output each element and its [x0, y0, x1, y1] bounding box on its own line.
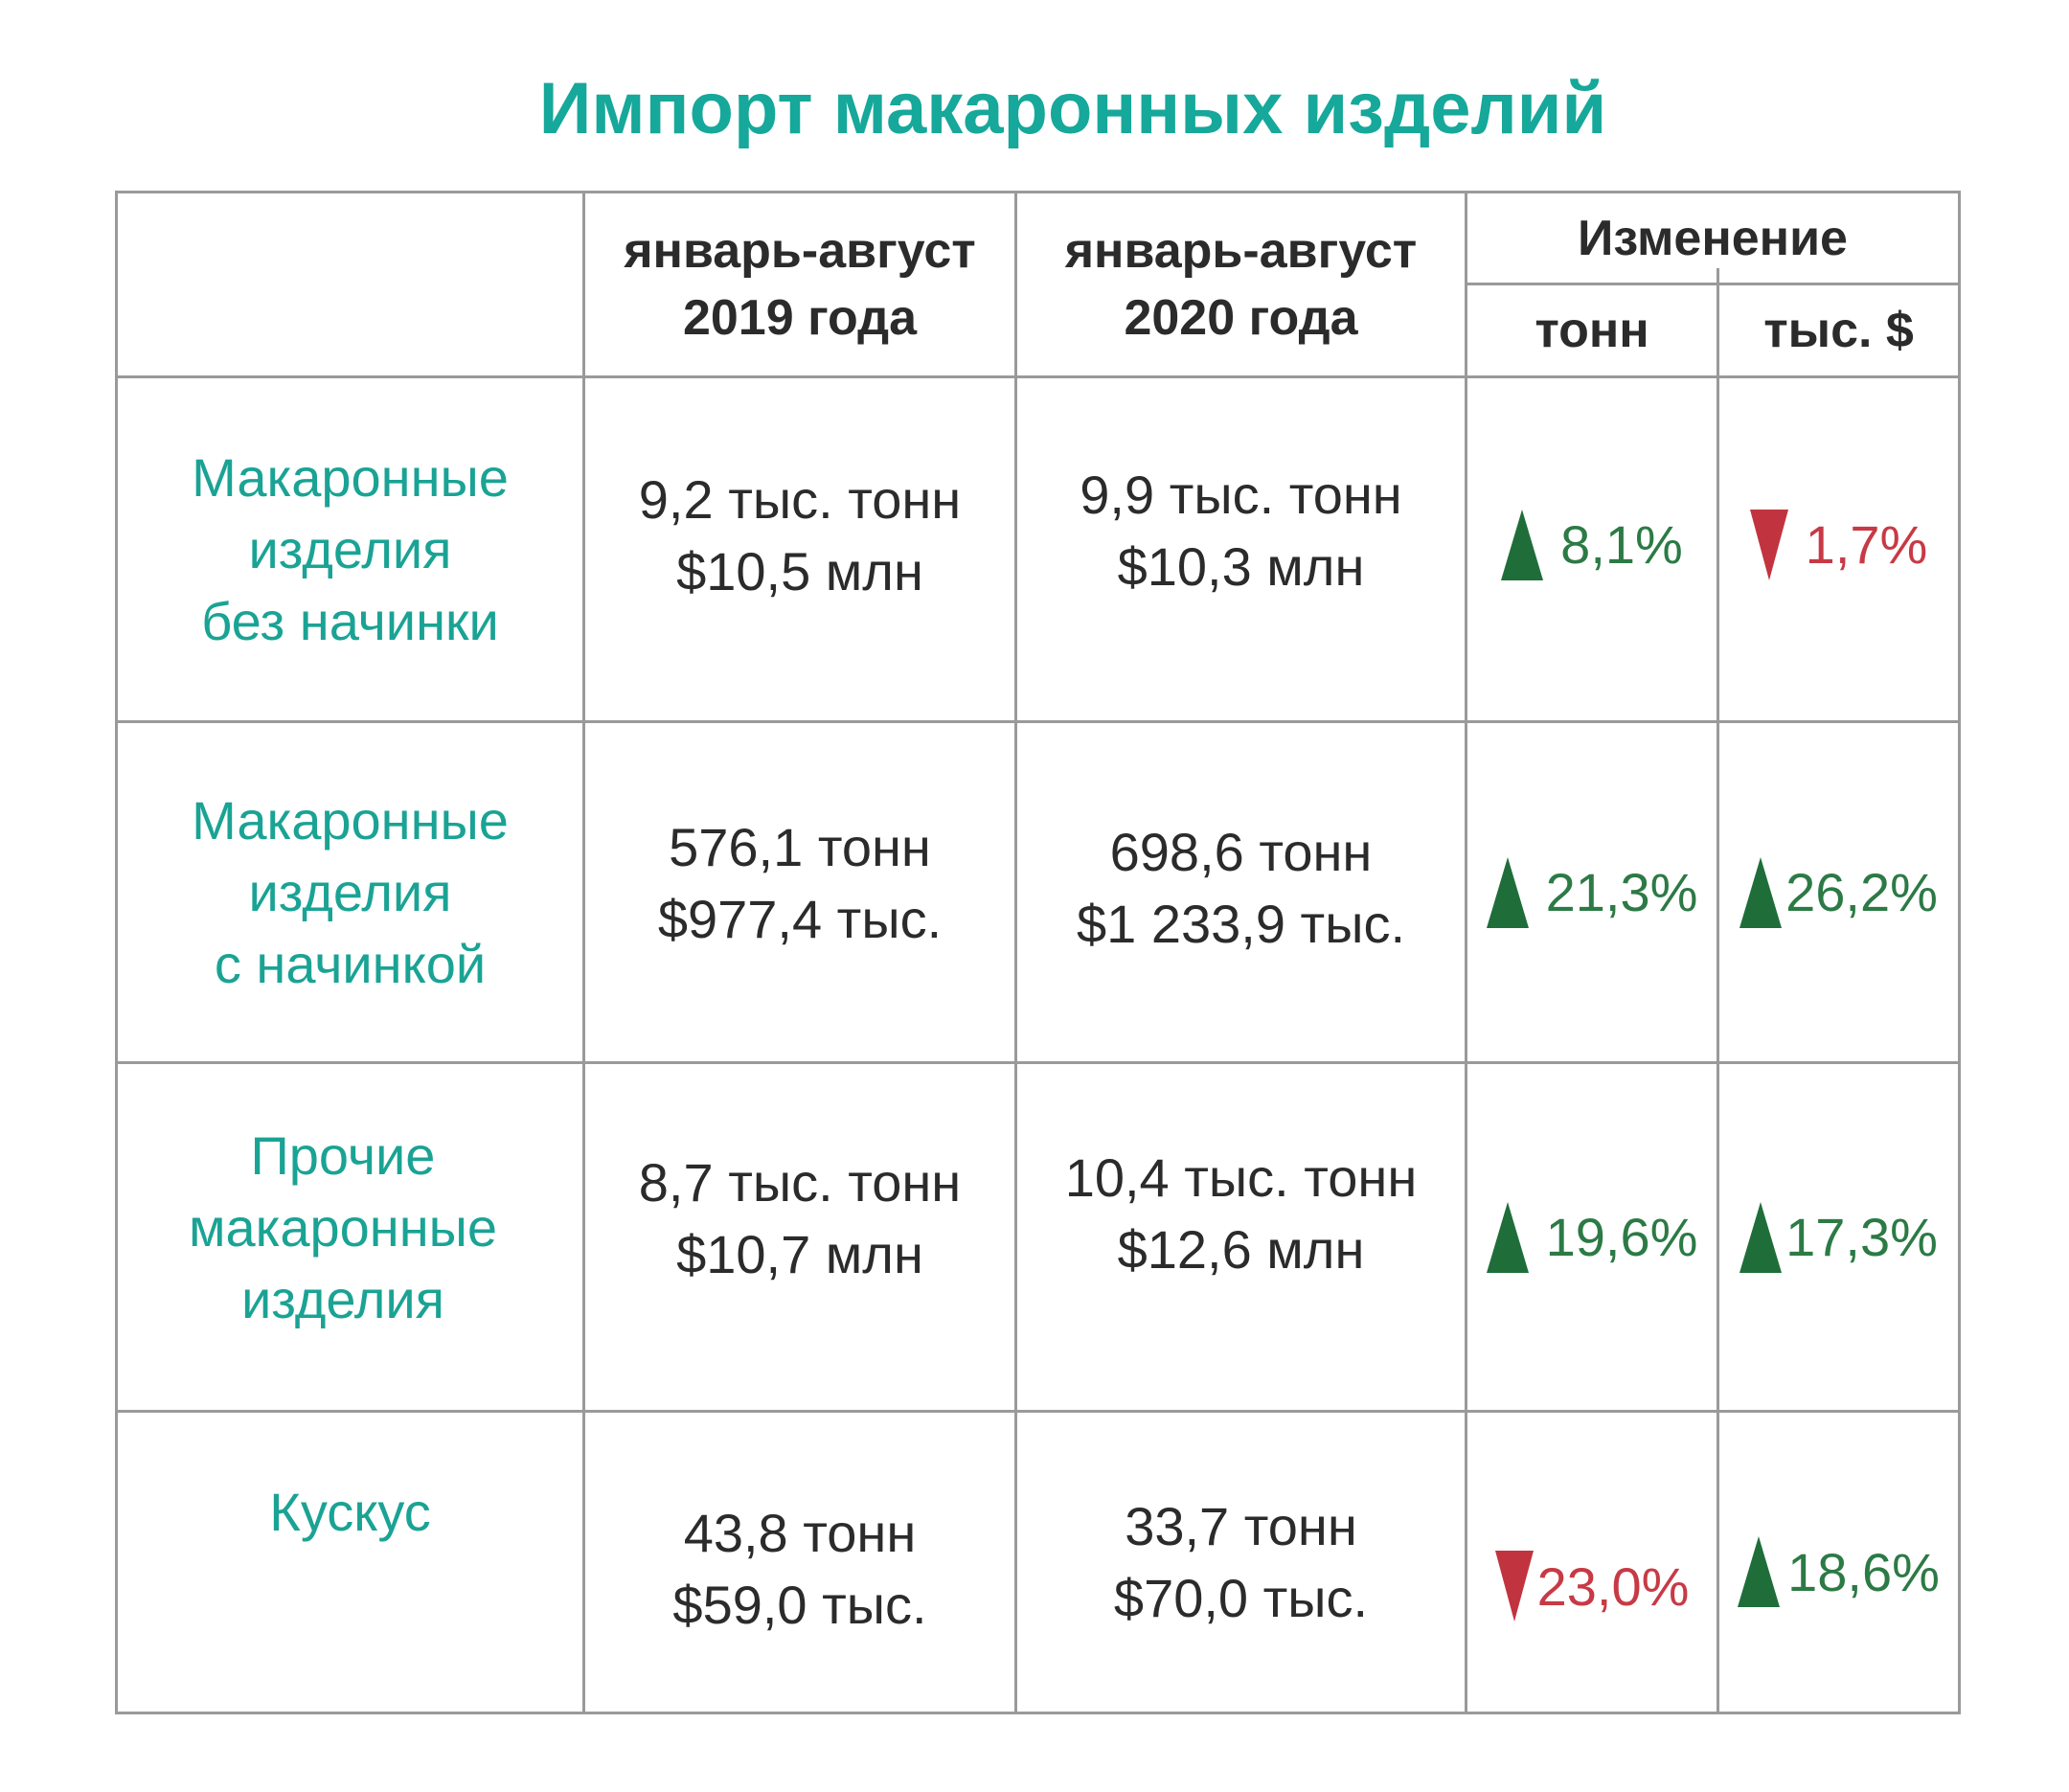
cell-2020: 9,9 тыс. тонн $10,3 млн: [1017, 378, 1465, 720]
row-label: Макаронные изделия без начинки: [118, 378, 582, 720]
cell-2019: 576,1 тонн $977,4 тыс.: [585, 723, 1014, 1061]
row-label: Прочие макаронные изделия: [118, 1064, 568, 1410]
change-value: 21,3%: [1545, 862, 1698, 922]
row-label-line: Макаронные: [192, 447, 509, 508]
row-label-line: макаронные: [188, 1197, 498, 1258]
row-label: Кускус: [118, 1413, 582, 1712]
cell-change-tons: 21,3%: [1467, 723, 1717, 1061]
header-change-usd: тыс. $: [1763, 303, 1914, 358]
chart-title: Импорт макаронных изделий: [538, 68, 1607, 149]
cell-2020-tons: 33,7 тонн: [1125, 1496, 1357, 1556]
cell-2020: 10,4 тыс. тонн $12,6 млн: [1017, 1064, 1465, 1410]
cell-2020-tons: 698,6 тонн: [1109, 821, 1373, 882]
cell-2020: 698,6 тонн $1 233,9 тыс.: [1017, 723, 1465, 1061]
arrow-up-icon: [1739, 1201, 1783, 1273]
cell-change-usd: 17,3%: [1719, 1064, 1958, 1410]
header-2020: январь-август 2020 года: [1017, 193, 1465, 375]
change-value: 18,6%: [1787, 1541, 1940, 1602]
header-2019-line2: 2019 года: [682, 290, 918, 346]
cell-2019: 8,7 тыс. тонн $10,7 млн: [585, 1064, 1014, 1410]
cell-change-usd: 1,7%: [1719, 378, 1958, 720]
cell-2020: 33,7 тонн $70,0 тыс.: [1017, 1413, 1465, 1712]
cell-change-tons: 8,1%: [1467, 378, 1717, 720]
row-label-line: с начинкой: [214, 934, 487, 994]
arrow-up-icon: [1486, 1201, 1529, 1273]
cell-2019-usd: $10,7 млн: [676, 1223, 923, 1284]
cell-2020-usd: $12,6 млн: [1117, 1218, 1365, 1280]
cell-2019-tons: 9,2 тыс. тонн: [638, 468, 962, 530]
arrow-up-icon: [1739, 856, 1783, 928]
cell-2020-tons: 9,9 тыс. тонн: [1080, 464, 1402, 525]
cell-2019-usd: $59,0 тыс.: [672, 1575, 927, 1635]
cell-2019: 9,2 тыс. тонн $10,5 млн: [585, 378, 1014, 720]
change-value: 17,3%: [1785, 1207, 1938, 1267]
cell-change-usd: 26,2%: [1719, 723, 1958, 1061]
change-value: 23,0%: [1536, 1555, 1690, 1617]
header-change: Изменение: [1578, 210, 1848, 266]
row-label-line: без начинки: [201, 591, 499, 651]
header-2019-line1: январь-август: [624, 223, 976, 279]
change-value: 26,2%: [1785, 862, 1938, 922]
cell-2019-tons: 43,8 тонн: [683, 1503, 917, 1563]
change-value: 19,6%: [1545, 1207, 1698, 1267]
row-label-line: изделия: [248, 519, 452, 579]
header-2020-line1: январь-август: [1064, 223, 1418, 279]
row-label-line: Кускус: [269, 1482, 431, 1542]
cell-2019: 43,8 тонн $59,0 тыс.: [585, 1413, 1014, 1712]
header-2020-line2: 2020 года: [1124, 290, 1358, 346]
cell-2019-tons: 576,1 тонн: [669, 816, 931, 877]
change-value: 8,1%: [1560, 514, 1683, 575]
arrow-up-icon: [1738, 1536, 1781, 1607]
cell-change-tons: 19,6%: [1467, 1064, 1717, 1410]
cell-2020-usd: $1 233,9 тыс.: [1077, 893, 1405, 954]
row-label: Макаронные изделия с начинкой: [118, 723, 582, 1061]
cell-2019-usd: $10,5 млн: [676, 540, 923, 601]
arrow-up-icon: [1486, 856, 1529, 928]
row-label-line: Прочие: [250, 1125, 436, 1186]
cell-2020-usd: $10,3 млн: [1117, 535, 1365, 597]
cell-2019-tons: 8,7 тыс. тонн: [638, 1151, 962, 1213]
row-label-line: изделия: [248, 862, 452, 922]
header-2019: январь-август 2019 года: [585, 193, 1014, 375]
cell-change-tons: 23,0%: [1467, 1413, 1717, 1712]
cell-2019-usd: $977,4 тыс.: [657, 888, 943, 949]
row-label-line: изделия: [241, 1269, 444, 1329]
cell-2020-tons: 10,4 тыс. тонн: [1064, 1146, 1418, 1208]
cell-2020-usd: $70,0 тыс.: [1113, 1568, 1369, 1628]
arrow-down-icon: [1749, 509, 1788, 580]
row-label-line: Макаронные: [192, 790, 509, 851]
header-change-tons: тонн: [1535, 303, 1649, 358]
arrow-up-icon: [1501, 509, 1544, 580]
change-value: 1,7%: [1805, 514, 1928, 575]
arrow-down-icon: [1494, 1551, 1534, 1622]
cell-change-usd: 18,6%: [1719, 1413, 1958, 1712]
